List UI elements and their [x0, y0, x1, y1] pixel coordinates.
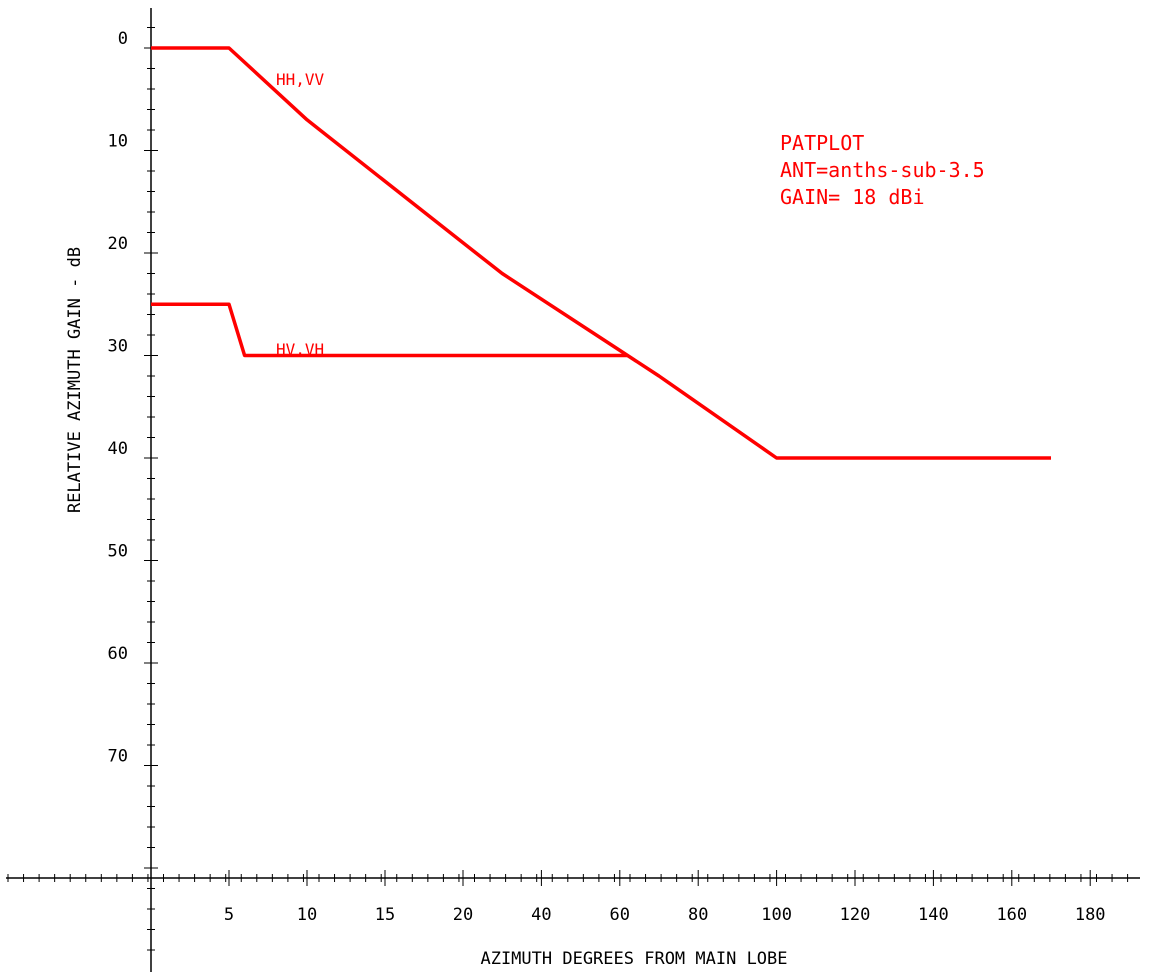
- y-tick-label: 0: [118, 29, 128, 49]
- x-tick-labels: 5 10 15 20 40 60 80 100 120 140 160 180: [224, 905, 1106, 925]
- x-tick-label: 100: [761, 905, 792, 925]
- x-tick-label: 20: [453, 905, 473, 925]
- y-tick-label: 40: [108, 439, 128, 459]
- y-tick-label: 10: [108, 132, 128, 152]
- y-tick-label: 50: [108, 542, 128, 562]
- y-tick-label: 70: [108, 747, 128, 767]
- axes: [6, 8, 1140, 972]
- annotation-gain: GAIN= 18 dBi: [780, 185, 925, 209]
- series-label-hh-vv: HH,VV: [276, 70, 325, 89]
- series-label-hv-vh: HV,VH: [276, 340, 324, 359]
- x-tick-label: 180: [1075, 905, 1106, 925]
- series-line-hv-vh: [151, 302, 628, 358]
- x-tick-label: 160: [996, 905, 1027, 925]
- x-tick-label: 40: [531, 905, 551, 925]
- x-tick-label: 10: [297, 905, 317, 925]
- y-tick-label: 20: [108, 234, 128, 254]
- y-tick-label: 60: [108, 644, 128, 664]
- x-axis-label: AZIMUTH DEGREES FROM MAIN LOBE: [480, 949, 787, 969]
- x-tick-label: 120: [840, 905, 871, 925]
- series-line-hh-vv: [151, 46, 1051, 460]
- x-tick-label: 15: [375, 905, 395, 925]
- x-tick-label: 60: [610, 905, 630, 925]
- tick-marks: [7, 27, 1129, 951]
- x-tick-label: 5: [224, 905, 234, 925]
- y-tick-labels: 0 10 20 30 40 50 60 70: [108, 29, 128, 767]
- series-lines: [151, 46, 1051, 460]
- annotation-antenna: ANT=anths-sub-3.5: [780, 158, 985, 182]
- y-tick-label: 30: [108, 337, 128, 357]
- annotation-title: PATPLOT: [780, 131, 864, 155]
- x-tick-label: 140: [918, 905, 949, 925]
- x-tick-label: 80: [688, 905, 708, 925]
- y-axis-label: RELATIVE AZIMUTH GAIN - dB: [65, 247, 85, 513]
